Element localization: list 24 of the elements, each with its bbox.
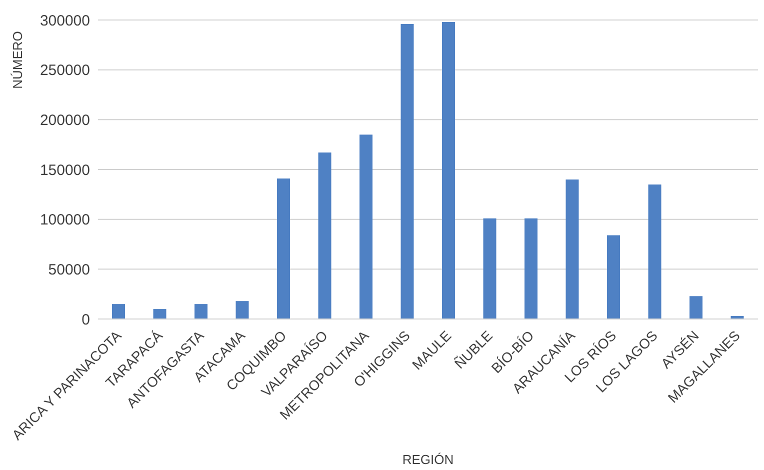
bar (400, 24, 414, 319)
y-tick-label: 300000 (40, 12, 90, 30)
y-tick-label: 250000 (40, 62, 90, 80)
y-tick-label: 100000 (40, 212, 90, 229)
bar (566, 179, 579, 319)
bar (194, 304, 208, 319)
bar (360, 134, 372, 319)
bar (483, 218, 496, 319)
bar (236, 301, 249, 319)
y-axis-title: NÚMERO (10, 31, 25, 89)
bar (277, 178, 290, 319)
y-tick-label: 50000 (48, 261, 90, 278)
bar (153, 309, 166, 319)
y-tick-label: 200000 (40, 112, 90, 129)
bar (112, 304, 125, 319)
bar (607, 235, 620, 319)
y-tick-label: 150000 (40, 162, 90, 179)
bar (318, 152, 332, 319)
bar (690, 296, 702, 319)
bar (524, 218, 538, 319)
x-axis-title: REGIÓN (402, 452, 454, 467)
bar (648, 184, 662, 319)
y-tick-label: 0 (82, 311, 90, 328)
bar (442, 22, 455, 319)
